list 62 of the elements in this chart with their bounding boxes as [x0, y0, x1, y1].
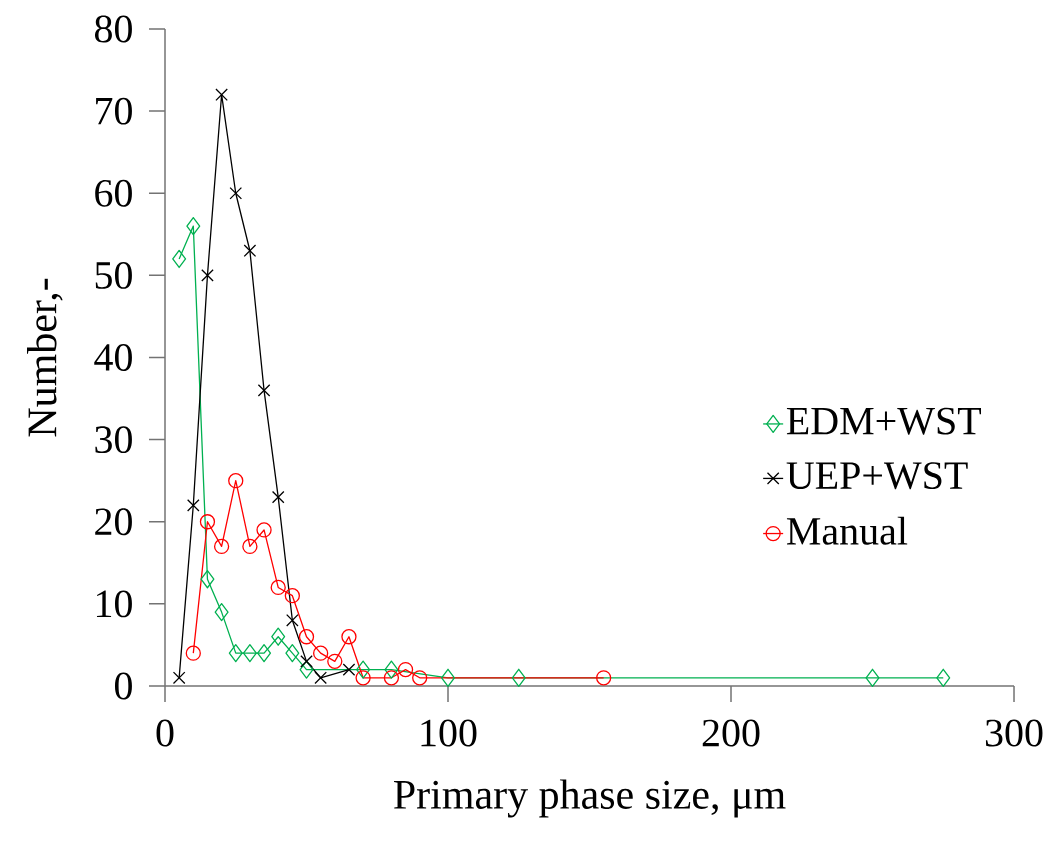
point [200, 570, 215, 589]
point [257, 384, 271, 397]
y-tick-label: 20 [95, 508, 132, 536]
point [270, 579, 286, 596]
point [228, 644, 243, 663]
legend-label: Manual [786, 516, 908, 545]
point [397, 661, 414, 678]
point [298, 629, 315, 645]
point [213, 538, 230, 555]
y-tick-label: 80 [94, 15, 132, 43]
point [199, 514, 216, 530]
point [257, 644, 272, 663]
x-tick-label: 300 [985, 719, 1043, 747]
x-axis-title: Primary phase size, μm [394, 779, 786, 818]
point [285, 644, 300, 663]
y-tick-label: 60 [95, 179, 132, 207]
point [342, 663, 356, 676]
point [936, 668, 951, 687]
point [201, 269, 214, 282]
point [172, 249, 187, 269]
x-tick-label: 200 [702, 719, 760, 747]
point [242, 644, 257, 663]
point [186, 499, 200, 512]
point [412, 670, 428, 686]
point [215, 88, 228, 101]
point [286, 613, 299, 627]
y-tick-label: 40 [94, 344, 132, 371]
point [383, 670, 400, 686]
point [314, 671, 327, 685]
point [229, 186, 243, 200]
point [300, 655, 313, 668]
point [243, 244, 257, 258]
y-tick-label: 0 [114, 672, 132, 700]
point [256, 522, 272, 538]
point [214, 602, 229, 622]
point [511, 668, 526, 687]
point [865, 668, 880, 687]
y-tick-label: 10 [96, 590, 132, 618]
point [242, 538, 258, 555]
point [185, 645, 201, 661]
point [384, 660, 399, 679]
point [284, 588, 300, 604]
y-tick-label: 50 [95, 261, 132, 289]
legend-label: UEP+WST [786, 462, 968, 490]
point [356, 660, 371, 679]
point [271, 490, 285, 504]
x-tick-label: 100 [421, 719, 477, 747]
point [327, 653, 343, 670]
point [228, 473, 244, 489]
x-tick-label: 0 [156, 719, 174, 747]
point [596, 670, 612, 686]
point [313, 645, 329, 661]
point [271, 627, 286, 646]
point [355, 670, 371, 686]
point [172, 671, 186, 685]
y-axis-title: Number,- [27, 278, 63, 437]
legend-label: EDM+WST [786, 407, 982, 435]
point [440, 668, 456, 687]
point [341, 629, 357, 645]
y-tick-label: 30 [95, 426, 132, 454]
y-tick-label: 70 [96, 97, 132, 125]
point [186, 216, 201, 236]
